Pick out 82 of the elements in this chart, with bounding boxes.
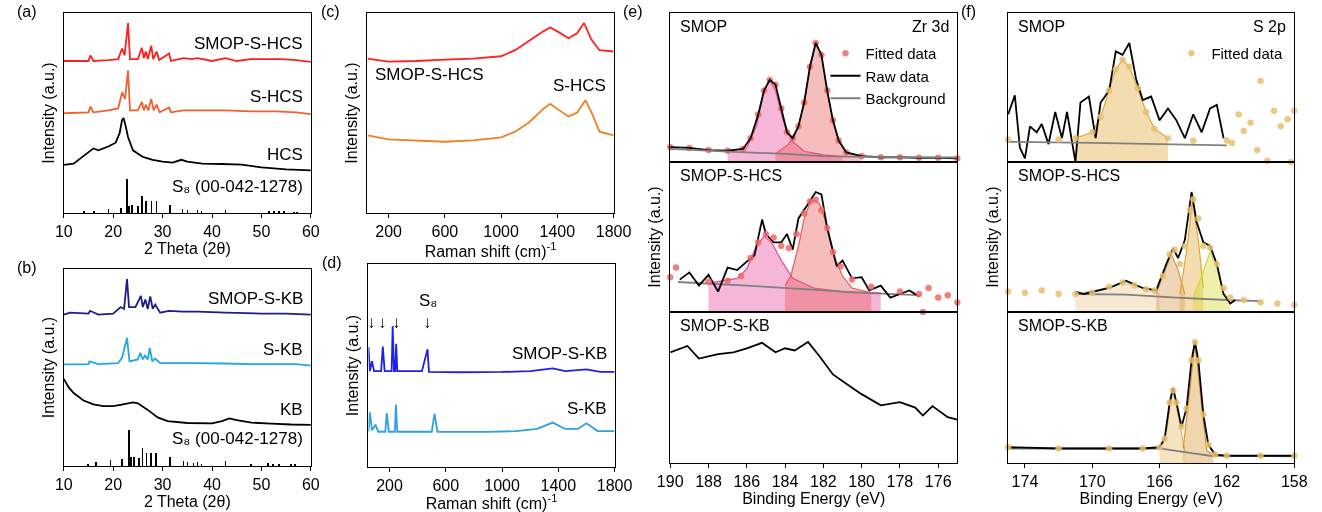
text: Zr 3d (912, 18, 950, 35)
legend-label: Background (865, 90, 946, 108)
x-tick-label: 180 (848, 473, 876, 491)
x-tick-label: 10 (54, 476, 73, 494)
x-tick-label: 1800 (596, 477, 633, 495)
x-tick-label: 50 (252, 223, 271, 241)
x-tick-label: 10 (54, 223, 73, 241)
x-tick-label: 176 (924, 473, 952, 491)
x-tick-label: 60 (301, 223, 320, 241)
x-tick-label: 20 (104, 223, 123, 241)
chart-title: SMOP-S-KB (680, 317, 770, 334)
x-tick-label: 158 (1280, 473, 1308, 491)
chart-title: SMOP-S-HCS (680, 167, 783, 184)
series-label: KB (280, 400, 303, 419)
x-tick-label: 50 (252, 476, 271, 494)
x-axis-title: Raman shift (cm)$^{-1}$ (425, 492, 558, 512)
x-tick-label: 40 (203, 476, 222, 494)
x-tick-label: 1800 (595, 223, 632, 241)
x-tick-label: 30 (153, 223, 172, 241)
chart-title: SMOP-S-KB (1018, 317, 1108, 334)
x-tick-label: 1000 (484, 477, 520, 495)
text: (f) (961, 3, 977, 20)
series-label: S₈ (00-042-1278) (172, 429, 303, 448)
annotation: ↓ (423, 313, 432, 332)
chart-title: SMOP (680, 18, 728, 35)
series-label: SMOP-S-HCS (375, 65, 484, 84)
series-label: S-HCS (250, 87, 303, 106)
series-label: SMOP-S-KB (208, 289, 304, 308)
annotation: ↓ (367, 313, 376, 332)
x-axis-title: 2 Theta (2θ) (143, 493, 231, 511)
annotation: ↓ (378, 313, 387, 332)
series-label: S-HCS (553, 76, 606, 95)
y-axis-title: Intensity (a.u.) (983, 186, 1001, 288)
series-label: HCS (267, 145, 303, 164)
series-label: S₈ (00-042-1278) (172, 177, 303, 196)
x-tick-label: 184 (771, 473, 799, 491)
x-tick-label: 600 (431, 223, 459, 241)
text: (e) (623, 3, 643, 20)
x-axis-title: Binding Energy (eV) (742, 490, 886, 508)
series-label: S-KB (567, 399, 607, 418)
text: (d) (322, 254, 342, 271)
x-tick-label: 200 (376, 477, 403, 495)
legend-label: Raw data (865, 67, 930, 85)
series-label: S-KB (263, 340, 303, 359)
x-tick-label: 1000 (483, 223, 519, 241)
x-tick-label: 40 (203, 223, 222, 241)
x-tick-label: 1400 (540, 477, 577, 495)
x-tick-label: 200 (375, 223, 403, 241)
x-axis-title: Raman shift (cm)$^{-1}$ (424, 240, 557, 261)
y-axis-title: Intensity (a.u.) (343, 62, 361, 164)
x-tick-label: 60 (301, 476, 320, 494)
x-tick-label: 162 (1213, 473, 1241, 491)
series-label: SMOP-S-HCS (194, 34, 303, 53)
x-tick-label: 170 (1078, 473, 1106, 491)
chart-title: SMOP (1018, 18, 1066, 35)
y-axis-title: Intensity (a.u.) (645, 186, 663, 288)
text: (c) (321, 3, 340, 20)
text: (b) (17, 259, 37, 276)
y-axis-title: Intensity (a.u.) (39, 316, 57, 419)
series-label: SMOP-S-KB (512, 344, 608, 363)
x-tick-label: 1400 (539, 223, 576, 241)
x-tick-label: 600 (432, 477, 460, 495)
x-tick-label: 174 (1011, 473, 1039, 491)
x-axis-title: Binding Energy (eV) (1079, 490, 1223, 508)
x-tick-label: 182 (809, 473, 837, 491)
y-axis-title: Intensity (a.u.) (344, 314, 362, 417)
x-tick-label: 186 (733, 473, 761, 491)
x-tick-label: 188 (695, 473, 722, 491)
annotation: ↓ (392, 313, 401, 332)
legend-label: Fitted data (1211, 45, 1283, 63)
x-tick-label: 178 (886, 473, 914, 491)
x-tick-label: 20 (104, 476, 123, 494)
x-tick-label: 166 (1146, 473, 1174, 491)
text: (a) (17, 3, 37, 20)
chart-title: SMOP-S-HCS (1018, 167, 1121, 184)
text: S 2p (1253, 18, 1287, 35)
legend-label: Fitted data (865, 45, 937, 63)
annotation: S₈ (419, 291, 438, 310)
x-tick-label: 190 (656, 473, 684, 491)
x-axis-title: 2 Theta (2θ) (143, 240, 231, 258)
y-axis-title: Intensity (a.u.) (39, 62, 57, 164)
x-tick-label: 30 (153, 476, 172, 494)
